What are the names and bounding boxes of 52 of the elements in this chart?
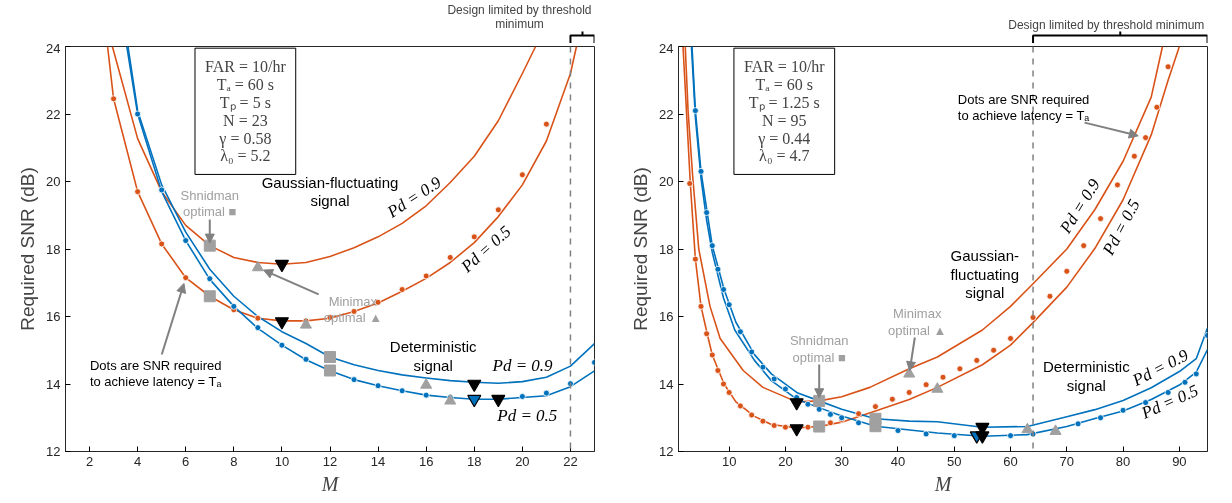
y-axis-title: Required SNR (dB): [17, 167, 39, 331]
annotation: Deterministic signal: [389, 338, 477, 374]
y-tick-label: 14: [46, 376, 61, 392]
x-tick-label: 10: [721, 453, 737, 469]
x-tick-label: 14: [370, 453, 386, 469]
x-tick-label: 90: [1172, 453, 1187, 469]
y-tick-label: 22: [46, 106, 61, 122]
annotation: Shnidman optimal ■: [180, 187, 240, 220]
annotation: Pd = 0.5: [456, 221, 515, 277]
y-tick-label: 22: [659, 106, 674, 122]
x-tick-label: 6: [182, 453, 190, 469]
x-tick-label: 4: [134, 453, 142, 469]
annotation: Dots are SNR required to achieve latency = Tₐ: [957, 91, 1090, 124]
x-tick-label: 10: [274, 453, 290, 469]
annotation: Pd = 0.9: [491, 356, 554, 376]
annotation: Dots are SNR required to achieve latency = Tₐ: [89, 357, 222, 390]
y-tick-label: 18: [659, 241, 674, 257]
y-tick-label: 24: [659, 40, 674, 56]
text: Design limited by threshold minimum: [1008, 17, 1205, 32]
y-tick-label: 18: [46, 241, 61, 257]
y-axis-title: Required SNR (dB): [630, 167, 652, 331]
x-tick-label: 20: [515, 453, 530, 469]
y-tick-label: 20: [46, 174, 61, 189]
annotation: Minimax optimal ▲: [888, 306, 947, 338]
y-tick-label: 14: [659, 376, 674, 392]
x-tick-label: 20: [778, 453, 793, 469]
x-tick-label: 70: [1059, 453, 1075, 469]
annotation: Deterministic signal: [1043, 357, 1131, 394]
y-tick-label: 16: [659, 309, 674, 324]
x-tick-label: 80: [1115, 453, 1131, 469]
annotation: FAR = 10/hr Tₐ = 60 s Tₚ = 5 s N = 23 γ = 0.58 λ₀ = 5.2: [204, 58, 287, 165]
x-tick-label: 30: [834, 453, 849, 469]
annotation: Gaussian- fluctuating signal: [950, 246, 1019, 302]
y-tick-label: 20: [659, 174, 674, 189]
x-tick-label: 8: [230, 453, 238, 469]
y-tick-label: 16: [46, 309, 61, 324]
x-axis-title: M: [933, 472, 953, 495]
y-tick-label: 24: [46, 40, 61, 56]
x-axis-title: M: [320, 472, 340, 495]
x-tick-label: 12: [322, 453, 338, 469]
annotation: Minimax optimal ▲: [323, 293, 383, 326]
x-tick-label: 40: [890, 453, 906, 469]
annotation: Shnidman optimal ■: [789, 333, 849, 365]
x-tick-label: 16: [418, 453, 434, 469]
text: Design limited by threshold minimum: [447, 2, 592, 32]
annotation: FAR = 10/hr Tₐ = 60 s Tₚ = 1.25 s N = 95 γ = 0.44 λ₀ = 4.7: [743, 58, 826, 165]
x-tick-label: 50: [947, 453, 962, 469]
x-tick-label: 2: [85, 453, 94, 469]
x-tick-label: 18: [467, 453, 482, 469]
x-tick-label: 60: [1003, 453, 1018, 469]
annotation: Pd = 0.5: [496, 405, 558, 425]
x-tick-label: 22: [563, 453, 578, 469]
